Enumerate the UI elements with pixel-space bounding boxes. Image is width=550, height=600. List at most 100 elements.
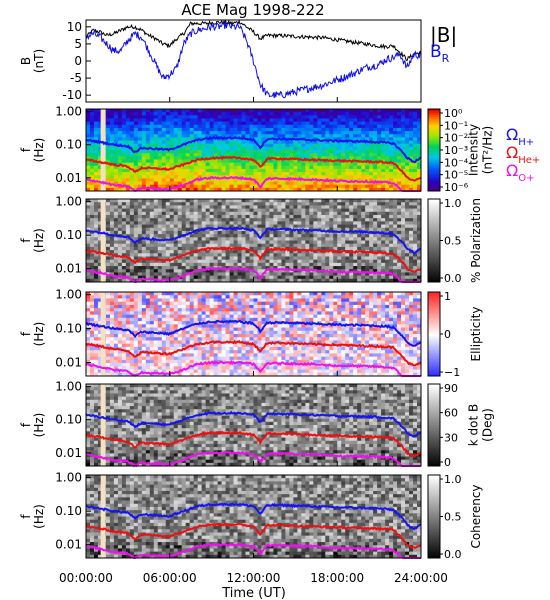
y-tick-label: 5 — [74, 37, 82, 51]
chart-title: ACE Mag 1998-222 — [181, 1, 324, 19]
data-gap — [100, 475, 106, 558]
panel-6: 1.00 0.10 0.01 1.0 0.5 0.0 Coherency f(Hz) — [19, 471, 483, 561]
gyro-h-line — [85, 410, 422, 438]
y-tick-label: 0.10 — [55, 413, 82, 427]
gyro-he-line — [85, 155, 422, 182]
panel-4: 1.00 0.10 0.01 1 0 −1 Ellipticity f(Hz) — [19, 288, 483, 379]
legend-omega-he: ΩHe+ — [506, 143, 540, 166]
legend-omega-h: ΩH+ — [506, 125, 534, 148]
colorbar-label: % Polarization — [469, 198, 483, 283]
data-gap — [100, 199, 106, 282]
x-tick-label: 06:00:00 — [143, 571, 197, 585]
colorbar-tick-label: 60 — [444, 407, 458, 420]
colorbar-tick-label: 1.0 — [444, 197, 462, 210]
gyro-he-line — [85, 430, 422, 459]
y-axis-label: f(Hz) — [19, 138, 46, 163]
colorbar-label: Intensity(nT²/Hz) — [467, 124, 495, 176]
gyro-o-line — [85, 450, 421, 468]
y-axis-label: f(Hz) — [19, 322, 46, 347]
gyro-o-line — [85, 542, 421, 559]
heatmap-cells — [86, 109, 422, 192]
data-gap — [100, 292, 106, 376]
colorbar-tick-label: 10⁻³ — [444, 144, 468, 157]
y-tick-label: 1.00 — [55, 380, 82, 394]
colorbar-label: Ellipticity — [469, 307, 483, 362]
y-tick-label: 0.01 — [55, 262, 82, 276]
data-gap — [100, 384, 106, 466]
y-tick-label: 0.10 — [55, 138, 82, 152]
panel-frame — [85, 198, 422, 283]
y-tick-label: 1.00 — [55, 195, 82, 209]
x-axis-label: Time (UT) — [221, 586, 286, 600]
colorbar: 1.0 0.5 0.0 — [427, 197, 462, 285]
gyro-o-line — [85, 175, 421, 192]
colorbar-tick-label: 90 — [444, 382, 458, 395]
x-tick-label: 18:00:00 — [310, 571, 364, 585]
colorbar-tick-label: 1.0 — [444, 473, 462, 486]
panel-2: 1.00 0.10 0.01 10⁰10⁻¹10⁻²10⁻³10⁻⁴10⁻⁵10⁻⁶I… — [19, 105, 494, 194]
colorbar-tick-label: 30 — [444, 431, 458, 444]
colorbar-tick-label: 10⁻⁵ — [444, 169, 468, 182]
colorbar: 1.0 0.5 0.0 — [427, 473, 462, 561]
y-tick-label: 0.10 — [55, 228, 82, 242]
colorbar-tick-label: 0.5 — [444, 235, 462, 248]
legend-omega-o: ΩO+ — [506, 161, 534, 184]
y-axis-label: B(nT) — [19, 49, 46, 73]
panel-1: 10 5 0 -5 -10 B(nT) — [19, 18, 422, 103]
panel-3: 1.00 0.10 0.01 1.0 0.5 0.0 % Polarization f(Hz) — [19, 195, 483, 285]
y-tick-label: 10 — [67, 20, 82, 34]
legend-b-magnitude: |B| — [430, 23, 457, 47]
panel-frame — [85, 383, 422, 467]
colorbar-tick-label: 0 — [444, 328, 451, 341]
gyro-h-line — [85, 135, 422, 164]
colorbar-tick-label: −1 — [444, 366, 460, 379]
colorbar-label: Coherency — [469, 484, 483, 548]
colorbar: 1 0 −1 — [427, 290, 460, 379]
series-line-b-r — [85, 21, 422, 99]
y-tick-label: 0.01 — [55, 171, 82, 185]
data-gap — [100, 109, 106, 191]
gyro-h-line — [85, 502, 421, 531]
y-axis-label: f(Hz) — [19, 504, 46, 529]
colorbar-tick-label: 1 — [444, 290, 451, 303]
y-tick-label: 1.00 — [55, 105, 82, 119]
legend-gyrofrequency: ΩH+ ΩHe+ ΩO+ — [506, 125, 540, 184]
gyro-h-line — [85, 319, 422, 347]
y-tick-label: 0.01 — [55, 356, 82, 370]
panel-stack: 1050-5-10B(nT)1.000.100.0110⁰10⁻¹10⁻²10⁻… — [19, 18, 494, 561]
colorbar-tick-label: 10⁻⁶ — [444, 181, 469, 194]
gyro-o-line — [85, 359, 421, 377]
colorbar-tick-label: 0.5 — [444, 511, 462, 524]
panel-frame — [85, 108, 422, 192]
colorbar-tick-label: 10⁰ — [444, 107, 463, 120]
colorbar-tick-label: 0.0 — [444, 272, 462, 285]
colorbar-tick-label: 10⁻¹ — [444, 119, 468, 132]
x-axis: 00:00:00 06:00:00 12:00:00 18:00:00 24:00:00 — [59, 571, 448, 585]
y-tick-label: 0.10 — [55, 504, 82, 518]
y-tick-label: 0.01 — [55, 538, 82, 552]
y-axis-label: f(Hz) — [19, 413, 46, 438]
y-tick-label: 1.00 — [55, 471, 82, 485]
y-tick-label: 0.01 — [55, 446, 82, 460]
legend-b: |B| BR — [430, 23, 457, 65]
gyro-h-line — [85, 226, 422, 255]
heatmap-cells — [86, 292, 422, 377]
colorbar-tick-label: 0 — [444, 456, 451, 469]
y-axis-label: f(Hz) — [19, 228, 46, 253]
gyro-o-line — [85, 266, 421, 284]
colorbar-tick-label: 10⁻⁴ — [444, 156, 469, 169]
gyro-he-line — [85, 522, 422, 549]
colorbar-tick-label: 0.0 — [444, 548, 462, 561]
x-tick-label: 00:00:00 — [59, 571, 113, 585]
y-tick-label: 1.00 — [55, 288, 82, 302]
colorbar-label: k dot B(Deg) — [467, 404, 495, 446]
x-tick-label: 12:00:00 — [227, 571, 281, 585]
gyro-he-line — [85, 339, 422, 367]
panel-frame — [85, 19, 422, 103]
panel-5: 1.00 0.10 0.01 90 60 30 0 k dot B(Deg) f(Hz) — [19, 380, 494, 469]
colorbar: 90 60 30 0 — [427, 382, 458, 469]
y-tick-label: 0.10 — [55, 322, 82, 336]
panel-frame — [85, 474, 422, 559]
